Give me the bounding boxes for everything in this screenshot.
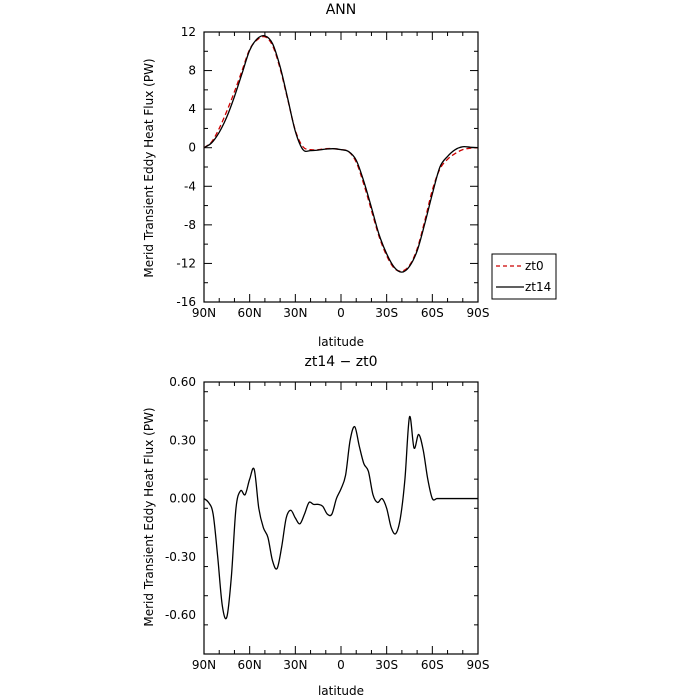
legend-box <box>491 253 557 300</box>
y-tick-label: 4 <box>188 102 196 116</box>
legend-label-zt0: zt0 <box>525 259 544 273</box>
chart1-legend: zt0 zt14 <box>491 253 557 300</box>
chart2-xlabel: latitude <box>318 684 364 698</box>
chart1-xlabel: latitude <box>318 335 364 349</box>
y-tick-label: 0.00 <box>169 492 196 506</box>
chart1-frame <box>203 31 479 303</box>
x-tick-label: 90N <box>192 306 216 320</box>
y-tick-label: -0.60 <box>165 608 196 622</box>
series-line-diff <box>203 416 478 620</box>
x-tick-label: 0 <box>337 306 345 320</box>
y-tick-label: 12 <box>181 25 196 39</box>
x-tick-label: 30N <box>283 658 307 672</box>
chart2-plot: 90N 60N 30N 0 30S 60S 90S 0.60 0.30 0.00 -0.30 -0.6… <box>165 375 490 672</box>
series-line-zt14 <box>203 34 479 273</box>
y-tick-label: 0 <box>188 141 196 155</box>
x-tick-label: 60N <box>238 306 262 320</box>
y-tick-label: -4 <box>184 179 196 193</box>
y-tick-label: -12 <box>176 256 196 270</box>
chart1-plot: 90N 60N 30N 0 30S 60S 90S 12 8 4 0 -4 -8 -12 -16 <box>176 25 489 320</box>
x-tick-label: 90S <box>467 658 490 672</box>
chart1-title: ANN <box>326 2 357 18</box>
chart2-ylabel: Merid Transient Eddy Heat Flux (PW) <box>142 407 156 626</box>
x-tick-label: 0 <box>337 658 345 672</box>
x-tick-label: 90N <box>192 658 216 672</box>
y-tick-label: -16 <box>176 295 196 309</box>
legend-label-zt14: zt14 <box>525 280 551 294</box>
series-line-zt0 <box>203 35 479 272</box>
y-tick-label: -8 <box>184 218 196 232</box>
x-tick-label: 30S <box>375 306 398 320</box>
x-tick-label: 90S <box>467 306 490 320</box>
x-tick-label: 30N <box>283 306 307 320</box>
chart1-ylabel: Merid Transient Eddy Heat Flux (PW) <box>142 58 156 277</box>
y-tick-label: -0.30 <box>165 550 196 564</box>
x-tick-label: 60N <box>238 658 262 672</box>
chart2-frame <box>203 381 479 655</box>
y-tick-label: 0.30 <box>169 433 196 447</box>
x-tick-label: 30S <box>375 658 398 672</box>
x-tick-label: 60S <box>421 658 444 672</box>
chart2-title: zt14 − zt0 <box>304 354 377 370</box>
x-tick-label: 60S <box>421 306 444 320</box>
y-tick-label: 8 <box>188 64 196 78</box>
y-tick-label: 0.60 <box>169 375 196 389</box>
